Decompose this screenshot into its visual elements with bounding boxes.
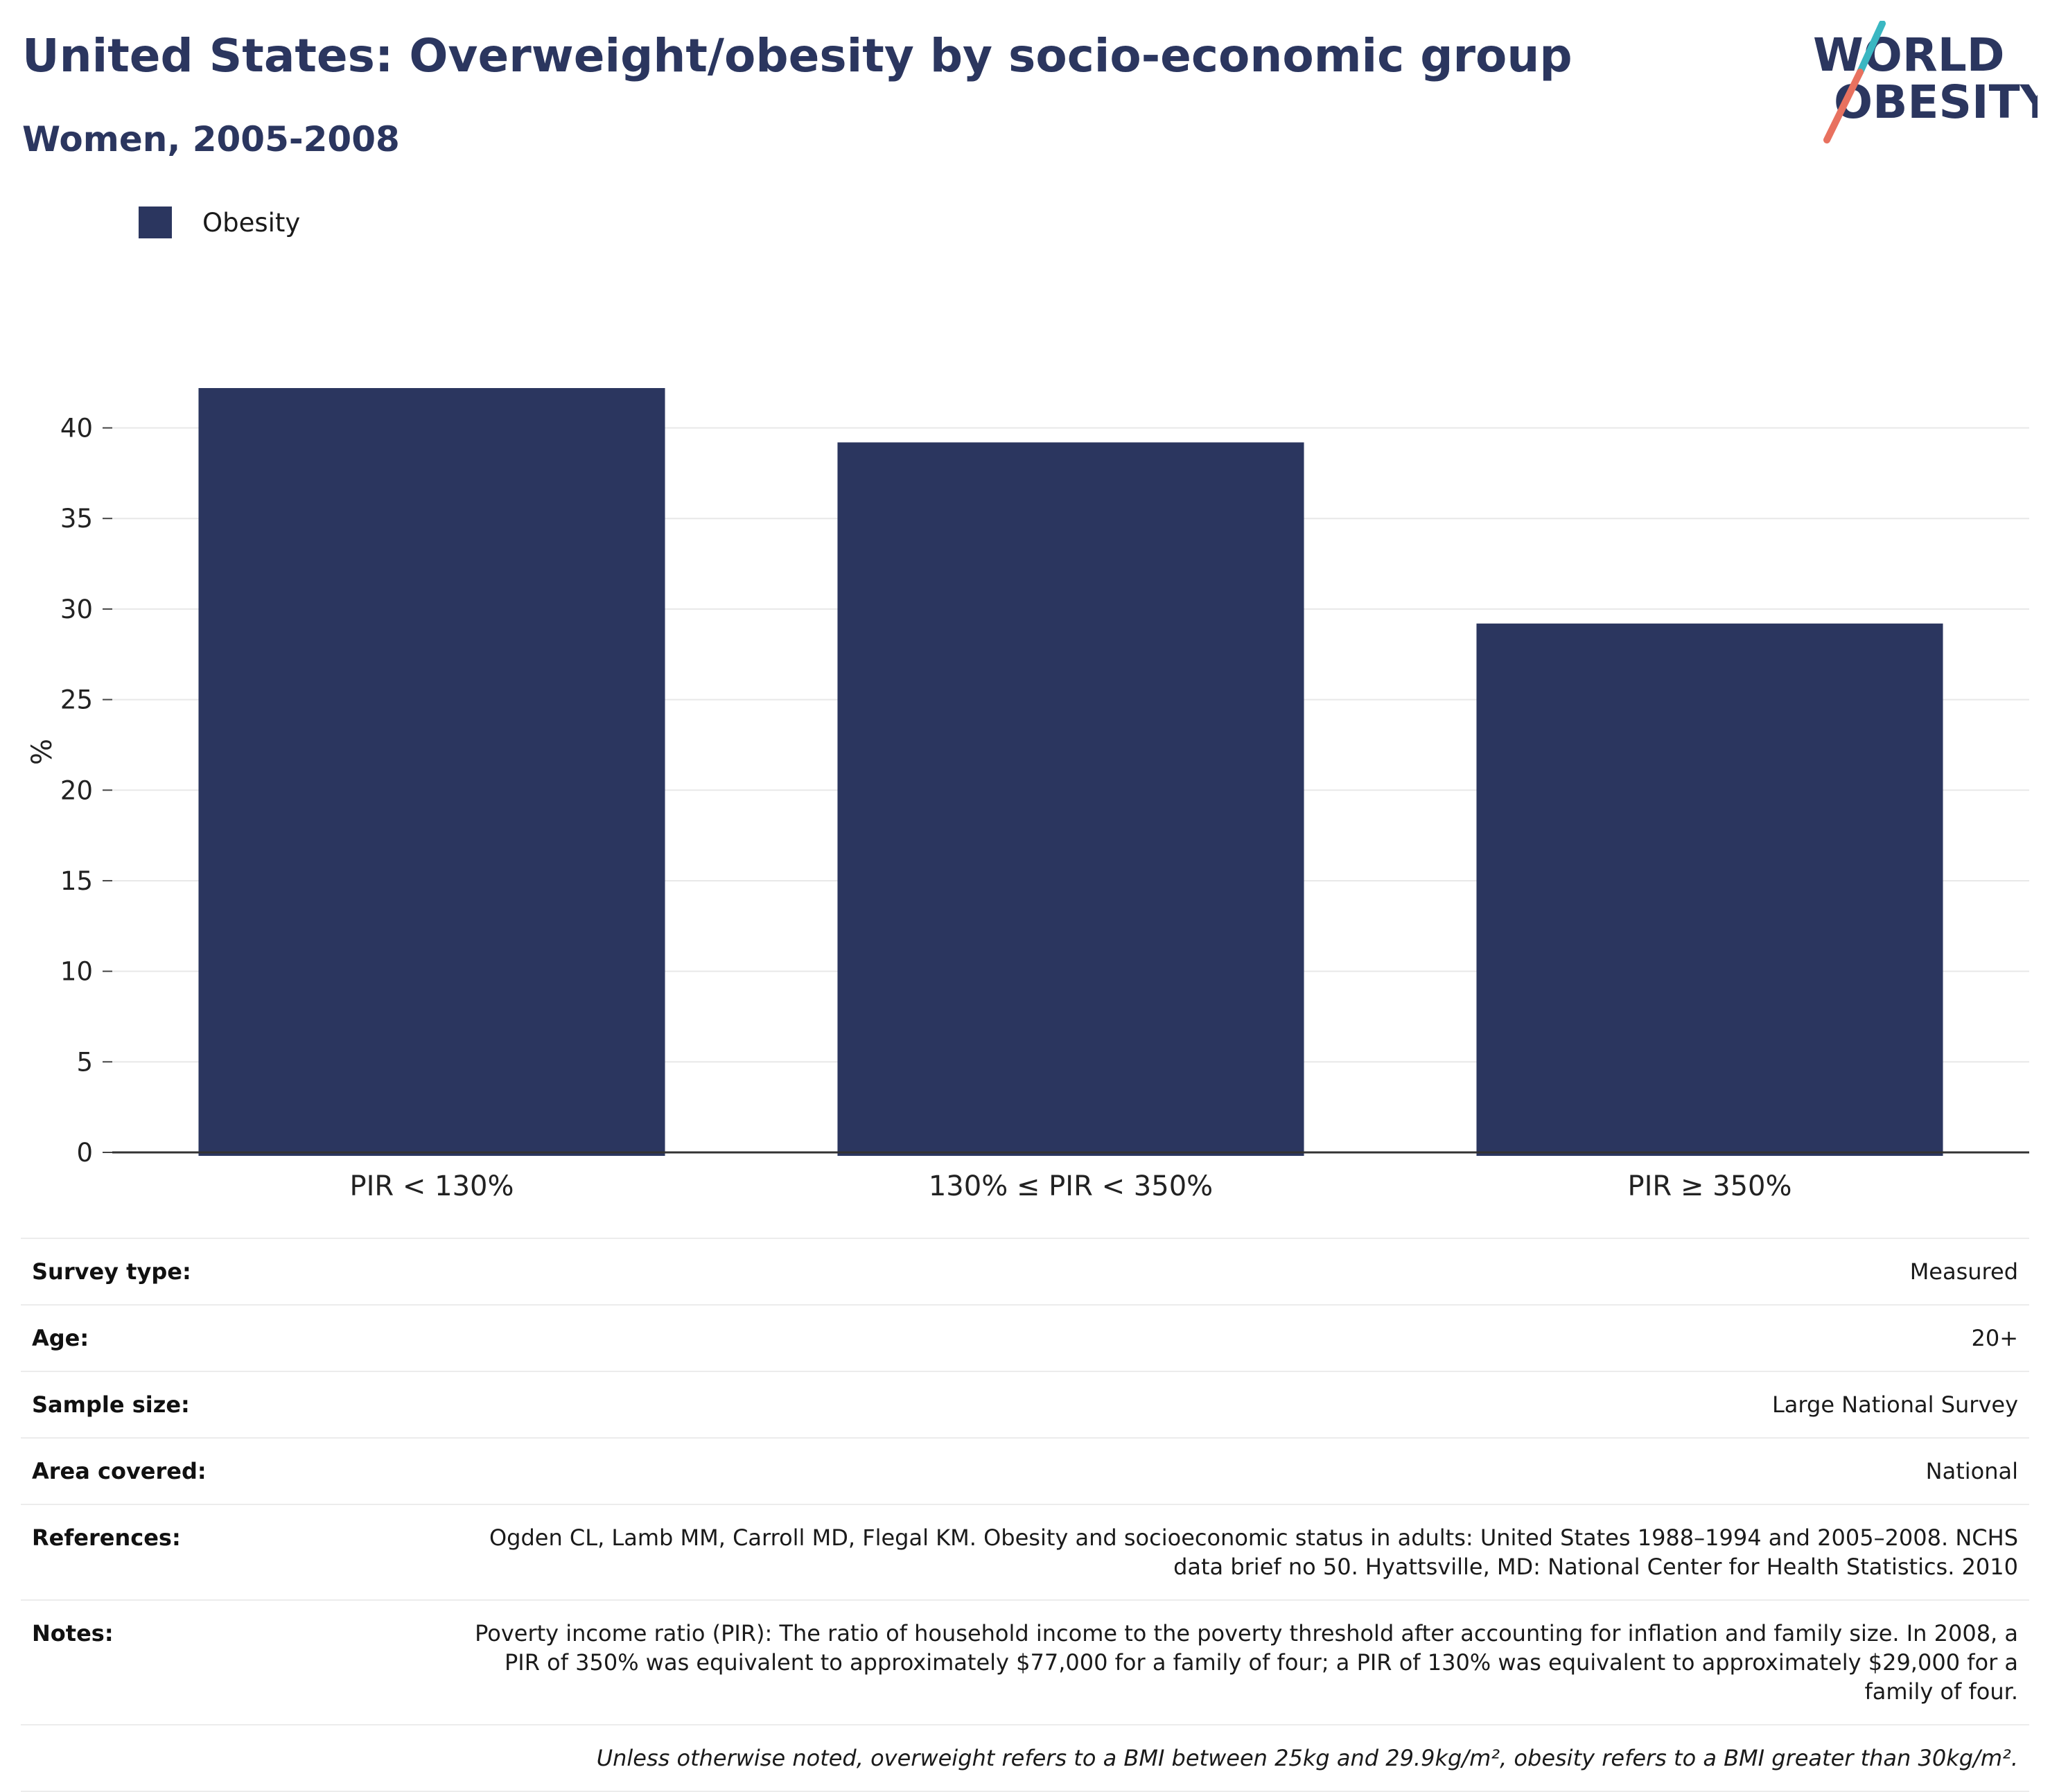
y-tick-label: 20 — [60, 775, 93, 805]
metadata-value: Ogden CL, Lamb MM, Carroll MD, Flegal KM… — [459, 1504, 2029, 1600]
metadata-row: Notes: Poverty income ratio (PIR): The ra… — [21, 1599, 2029, 1725]
world-obesity-logo: WORLD OBESITY — [1813, 21, 2038, 143]
metadata-label: References: — [21, 1504, 459, 1600]
bmi-footnote: Unless otherwise noted, overweight refer… — [21, 1724, 2029, 1792]
metadata-label: Age: — [21, 1304, 459, 1371]
x-tick-label: PIR ≥ 350% — [1627, 1170, 1791, 1202]
y-axis-label: % — [26, 739, 58, 765]
metadata-label: Sample size: — [21, 1371, 459, 1438]
legend-label-obesity: Obesity — [202, 207, 301, 238]
metadata-table: Survey type: Measured Age: 20+ Sample size: L… — [21, 1238, 2029, 1792]
metadata-row: Area covered: National — [21, 1437, 2029, 1504]
logo-word-world: WORLD — [1813, 28, 2005, 82]
legend-swatch-obesity — [139, 207, 172, 238]
bar-chart: 0 5 10 15 20 25 30 35 40% PIR < 130% 130% ≤ PIR < … — [26, 388, 2029, 1202]
chart-legend: Obesity — [139, 207, 300, 238]
logo-slash-coral — [1823, 69, 1864, 143]
metadata-value: National — [459, 1437, 2029, 1504]
bar — [198, 388, 665, 1156]
metadata-value: Poverty income ratio (PIR): The ratio of… — [459, 1599, 2029, 1725]
metadata-value: Large National Survey — [459, 1371, 2029, 1438]
x-tick-label: PIR < 130% — [349, 1170, 514, 1202]
metadata-row: References: Ogden CL, Lamb MM, Carroll MD… — [21, 1504, 2029, 1600]
metadata-row: Sample size: Large National Survey — [21, 1371, 2029, 1438]
y-tick-label: 25 — [60, 685, 93, 715]
y-tick-label: 40 — [60, 414, 93, 443]
y-tick-label: 35 — [60, 504, 93, 534]
y-tick-label: 5 — [76, 1047, 93, 1077]
metadata-label: Area covered: — [21, 1437, 459, 1504]
metadata-label: Survey type: — [21, 1238, 459, 1305]
metadata-row: Age: 20+ — [21, 1304, 2029, 1371]
metadata-label: Notes: — [21, 1599, 459, 1725]
metadata-value: 20+ — [459, 1304, 2029, 1371]
y-tick-label: 10 — [60, 957, 93, 987]
y-tick-label: 15 — [60, 866, 93, 896]
bar — [837, 442, 1304, 1156]
bar — [1476, 623, 1943, 1156]
chart-subtitle: Women, 2005-2008 — [22, 119, 400, 159]
metadata-row: Survey type: Measured — [21, 1238, 2029, 1305]
footnote-row: Unless otherwise noted, overweight refer… — [21, 1724, 2029, 1792]
y-tick-label: 30 — [60, 595, 93, 624]
logo-word-obesity: OBESITY — [1834, 76, 2038, 129]
chart-title: United States: Overweight/obesity by soc… — [22, 29, 1572, 82]
x-tick-label: 130% ≤ PIR < 350% — [929, 1170, 1213, 1202]
metadata-value: Measured — [459, 1238, 2029, 1305]
logo-slash-teal — [1857, 21, 1886, 76]
y-tick-label: 0 — [76, 1138, 93, 1168]
